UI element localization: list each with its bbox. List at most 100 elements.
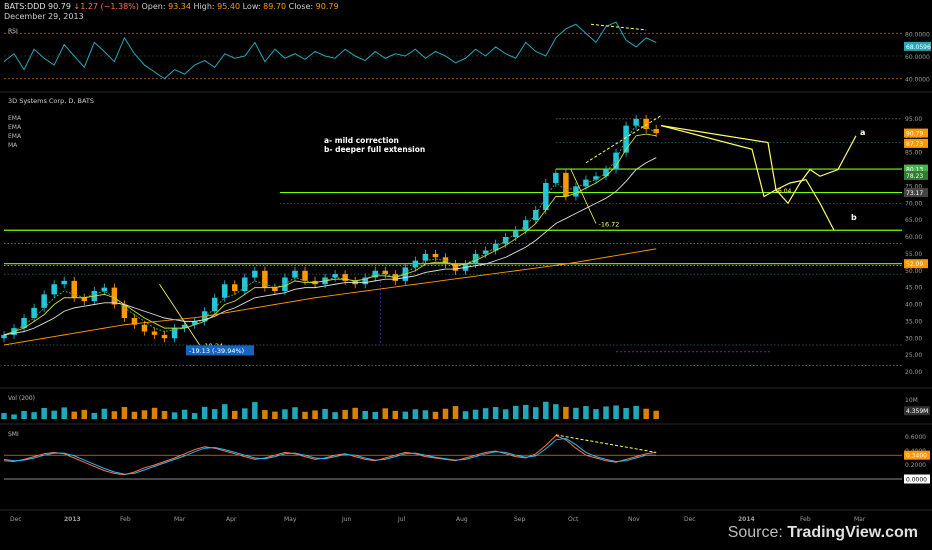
volume-bar	[563, 406, 569, 419]
legend-entry: EMA	[8, 115, 22, 122]
smi-current-value: 0.3400	[906, 453, 927, 460]
x-axis-tick-label: 2014	[738, 516, 755, 523]
candle	[111, 287, 118, 305]
candle	[191, 321, 198, 325]
volume-bar	[653, 410, 659, 419]
volume-bar	[282, 409, 288, 419]
smi-series-line	[3, 435, 657, 476]
volume-bar	[573, 407, 579, 419]
candle	[362, 277, 368, 285]
chart-date: December 29, 2013	[4, 12, 84, 21]
x-axis-tick-label: Dec	[10, 516, 22, 523]
x-axis-tick-label: Oct	[568, 516, 579, 523]
smi-axis-tick-label: 0.2000	[905, 462, 926, 469]
candle	[543, 183, 549, 210]
price-change: ↓1.27 (−1.38%)	[73, 2, 139, 11]
close-label: Close:	[288, 2, 314, 11]
volume-bar	[101, 408, 108, 419]
smi-pane-label: SMI	[8, 431, 19, 438]
candle	[242, 277, 248, 291]
price-badge-label: 90.79	[906, 131, 923, 138]
volume-bar	[543, 401, 549, 419]
last-price: 90.79	[48, 2, 71, 11]
x-axis-tick-label: Mar	[174, 516, 186, 523]
candle	[221, 284, 228, 298]
candle	[593, 176, 599, 180]
candle	[272, 287, 278, 291]
volume-bar	[41, 407, 47, 419]
open-label: Open:	[141, 2, 166, 11]
legend-entry: EMA	[8, 133, 22, 140]
candle	[81, 297, 88, 302]
candle	[623, 125, 629, 153]
volume-bar	[111, 411, 118, 419]
volume-bar	[412, 409, 419, 419]
candle	[583, 179, 589, 187]
candle	[452, 264, 459, 271]
candle	[342, 274, 348, 281]
volume-bar	[272, 411, 278, 419]
price-axis-tick-label: 85.00	[905, 150, 922, 157]
volume-bar	[262, 410, 268, 419]
candle	[61, 280, 67, 285]
smi-divergence-line	[555, 434, 657, 453]
volume-bar	[211, 409, 218, 419]
high-label: High:	[193, 2, 215, 11]
source-credit[interactable]: Source: TradingView.com	[728, 524, 918, 542]
volume-bar	[402, 411, 409, 419]
volume-axis-tick-label: 10M	[905, 397, 918, 404]
high-value: 95.40	[217, 2, 241, 11]
volume-bar	[242, 408, 248, 419]
candle	[121, 304, 128, 318]
ma-long-line	[3, 248, 657, 346]
candle	[492, 243, 499, 251]
price-axis-tick-label: 30.00	[905, 335, 922, 342]
volume-bar	[643, 408, 649, 419]
projection-path-b	[661, 125, 835, 231]
rsi-current-badge	[904, 41, 931, 51]
candle	[101, 287, 108, 291]
candle	[131, 318, 138, 325]
price-axis-tick-label: 55.00	[905, 251, 922, 258]
candle	[482, 250, 489, 254]
candle	[252, 270, 258, 278]
volume-bar	[472, 409, 479, 419]
candle	[71, 280, 77, 298]
drawdown-line-3	[570, 169, 597, 224]
volume-bar	[352, 407, 358, 419]
x-axis-tick-label: Aug	[456, 516, 468, 523]
drawdown-line-1	[159, 284, 200, 346]
candle	[653, 129, 659, 134]
candle	[553, 172, 559, 183]
ema-slow-line	[3, 157, 657, 336]
price-axis-tick-label: 70.00	[905, 200, 922, 207]
rsi-pane-label: RSI	[8, 28, 18, 35]
volume-bar	[21, 411, 27, 419]
volume-bar	[553, 404, 559, 419]
rsi-axis-tick-label: 60.0000	[905, 54, 930, 61]
scenario-label-b: b	[851, 213, 857, 222]
candle	[512, 230, 519, 237]
rsi-line	[3, 21, 657, 80]
price-axis-tick-label: 60.00	[905, 234, 922, 241]
drawdown-label-3: -16.72	[598, 221, 619, 229]
source-label: Source:	[727, 524, 783, 541]
price-badge-label: 73.17	[906, 190, 923, 197]
smi-series-line	[3, 437, 657, 475]
candle	[1, 334, 7, 339]
volume-bar	[11, 414, 17, 419]
volume-pane-label: Vol (200)	[8, 395, 35, 402]
volume-bar	[502, 409, 509, 419]
close-value: 90.79	[315, 2, 339, 11]
ema-mid-line	[3, 133, 657, 336]
price-badge	[904, 259, 928, 269]
volume-bar	[512, 405, 519, 419]
legend-entry: MA	[8, 142, 18, 149]
x-axis-tick-label: May	[284, 516, 297, 523]
price-badge	[904, 164, 928, 174]
x-axis-tick-label: Feb	[120, 516, 131, 523]
candle	[633, 118, 639, 126]
candle	[573, 186, 579, 197]
volume-bar	[191, 413, 198, 419]
